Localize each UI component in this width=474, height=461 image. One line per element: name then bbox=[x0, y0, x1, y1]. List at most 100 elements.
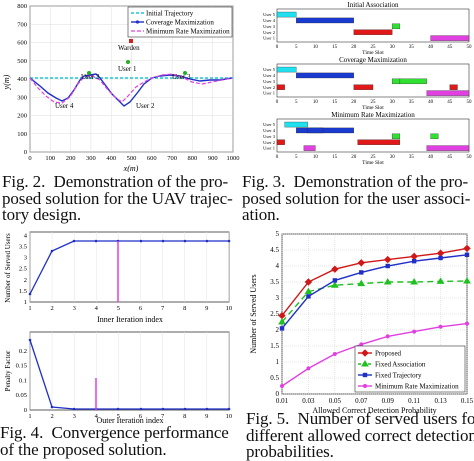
fig3-assoc-block bbox=[426, 145, 470, 151]
fig3-user-label: User 2 bbox=[263, 140, 275, 145]
fig5-point bbox=[332, 352, 337, 356]
fig5-ytick: 4.5 bbox=[270, 246, 279, 254]
fig4-top-xtick: 5 bbox=[117, 305, 120, 312]
fig3-xlabel: Time Slot bbox=[362, 50, 384, 56]
fig3-xtick: 30 bbox=[390, 155, 396, 160]
user-1-label: User 1 bbox=[118, 65, 137, 73]
fig3-assoc-block bbox=[276, 84, 285, 90]
fig3-user-label: User 3 bbox=[263, 24, 276, 29]
fig5-series-line bbox=[281, 254, 468, 329]
fig3-xtick: 20 bbox=[351, 100, 357, 105]
fig3-xtick: 40 bbox=[428, 155, 434, 160]
fig3-assoc-block bbox=[430, 133, 439, 140]
fig2-caption: Fig. 2. Demonstration of the pro- posed … bbox=[2, 172, 233, 224]
fig3-xtick: 35 bbox=[409, 155, 415, 160]
fig5-point bbox=[361, 349, 369, 357]
fig4-top-xtick: 3 bbox=[73, 305, 76, 312]
fig5-ytick: 0 bbox=[276, 390, 280, 398]
fig3-user-label: User 1 bbox=[263, 146, 275, 151]
fig3-assoc-block bbox=[276, 11, 297, 18]
fig5-ytick: 1.5 bbox=[270, 342, 279, 350]
fig3-user-label: User 3 bbox=[263, 79, 276, 84]
fig3-xlabel: Time Slot bbox=[362, 105, 384, 111]
fig2-legend: Initial Trajectory Coverage Maximization… bbox=[127, 6, 233, 38]
fig4-bottom-xtick: 10 bbox=[226, 413, 233, 420]
served-users-point bbox=[183, 239, 187, 243]
fig4-bottom-xtick: 4 bbox=[95, 413, 99, 420]
fig5-xlabel: Allowed Correct Detection Probability bbox=[312, 406, 436, 415]
fig5-caption: Fig. 5. Number of served users for diffe… bbox=[246, 409, 474, 461]
fig5-ytick: 2 bbox=[276, 326, 280, 334]
fig2-xtick: 100 bbox=[45, 155, 55, 162]
fig4-bottom-ylabel: Penalty Factor bbox=[4, 350, 12, 391]
fig5-point bbox=[359, 270, 364, 275]
fig4-bottom-ytick: 0.1 bbox=[19, 377, 27, 384]
fig5-ytick: 2.5 bbox=[270, 310, 279, 318]
fig4-top-ticks: 1 2 3 4 5 6 7 8 9 10 1 1.5 2 2.5 3 3.5 4 bbox=[19, 232, 232, 312]
fig2-ytick: 800 bbox=[17, 3, 27, 10]
fig3-xtick: 40 bbox=[428, 45, 434, 50]
fig5-xtick: 0.05 bbox=[329, 397, 342, 405]
fig4-bottom-xtick: 1 bbox=[28, 413, 31, 420]
fig5-point bbox=[410, 278, 419, 285]
fig2-xtick: 200 bbox=[66, 155, 76, 162]
fig5-xtick: 0.01 bbox=[276, 397, 289, 405]
fig2-ytick: 200 bbox=[17, 113, 27, 120]
fig3-xtick: 5 bbox=[295, 45, 298, 50]
fig2-xlabel: x(m) bbox=[123, 164, 139, 172]
fig5-point bbox=[304, 287, 313, 295]
fig2-ytick: 700 bbox=[17, 21, 27, 28]
fig3-xtick: 0 bbox=[276, 155, 279, 160]
fig5-xtick: 0.03 bbox=[302, 397, 315, 405]
fig5-point bbox=[363, 384, 367, 388]
fig2-trajectory-plot: 0 100 200 300 400 500 600 700 800 900 1000 0 100 200 3… bbox=[2, 3, 240, 172]
fig4-bottom-xtick: 8 bbox=[183, 413, 186, 420]
legend-minrate: Minimum Rate Maximization bbox=[146, 28, 230, 36]
fig5-legend-label: Proposed bbox=[375, 350, 402, 358]
fig3-panel-title: Coverage Maximization bbox=[339, 56, 407, 64]
fig4-bottom-ytick: 0.15 bbox=[16, 363, 27, 370]
fig3-xtick: 20 bbox=[351, 45, 357, 50]
user-4-label: User 4 bbox=[55, 102, 74, 110]
fig3-container: Initial Association User 5 User 4 User 3 Use… bbox=[247, 0, 474, 172]
fig3-xtick: 0 bbox=[276, 45, 279, 50]
minimum-rate-line bbox=[29, 73, 233, 104]
fig5-xtick: 0.09 bbox=[382, 397, 395, 405]
fig5-point bbox=[332, 278, 338, 283]
fig5-point bbox=[385, 263, 390, 269]
fig3-assoc-block bbox=[392, 78, 401, 85]
fig3-xtick: 25 bbox=[371, 100, 377, 105]
fig3-xtick: 45 bbox=[447, 155, 453, 160]
fig2-xtick: 600 bbox=[147, 155, 157, 162]
fig3-assoc-block bbox=[392, 23, 401, 30]
fig5-point bbox=[357, 259, 365, 267]
fig5-point bbox=[383, 278, 392, 285]
fig4-top-xtick: 7 bbox=[161, 305, 165, 312]
fig3-xtick: 10 bbox=[313, 100, 319, 105]
fig3-xlabel: Time Slot bbox=[362, 160, 384, 166]
fig2-xtick: 300 bbox=[86, 155, 96, 162]
fig5-point bbox=[331, 265, 339, 273]
fig5-legend bbox=[354, 345, 466, 393]
fig2-ytick: 100 bbox=[17, 131, 27, 138]
served-users-line bbox=[29, 240, 229, 295]
fig3-user-label: User 2 bbox=[263, 30, 275, 35]
fig5-point bbox=[359, 342, 364, 347]
fig3-xtick: 50 bbox=[467, 100, 473, 105]
served-users-point bbox=[94, 239, 98, 243]
fig2-xtick: 900 bbox=[208, 155, 218, 162]
fig5-ytick: 1 bbox=[276, 358, 280, 366]
fig4-bottom-xtick: 5 bbox=[117, 413, 120, 420]
fig5-point bbox=[385, 334, 390, 339]
fig4-bottom-xtick: 7 bbox=[161, 413, 165, 420]
warden-label: Warden bbox=[118, 44, 140, 52]
fig5-point bbox=[361, 360, 369, 367]
fig3-xtick: 5 bbox=[295, 100, 298, 105]
fig3-xtick: 15 bbox=[332, 100, 338, 105]
fig3-xtick: 5 bbox=[295, 155, 298, 160]
fig3-assoc-block bbox=[276, 66, 297, 73]
fig5-series-line bbox=[281, 280, 468, 323]
fig4-top-ytick: 3 bbox=[24, 255, 27, 262]
